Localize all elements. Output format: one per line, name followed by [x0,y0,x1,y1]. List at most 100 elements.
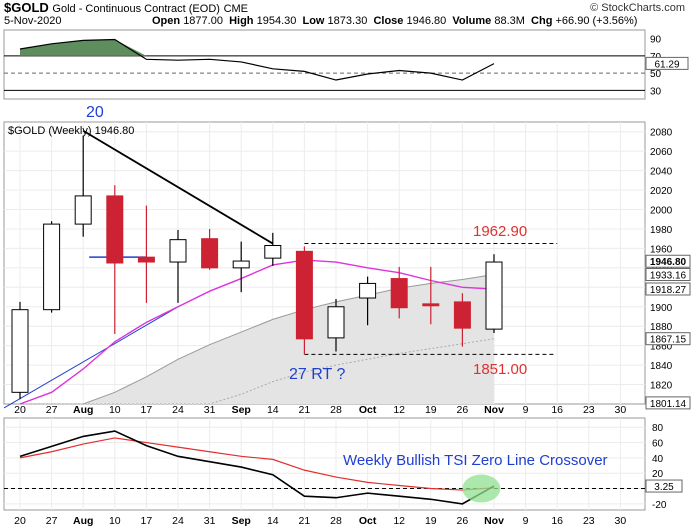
tsi-y-tick: 80 [652,423,664,434]
price-label-box [645,268,691,282]
volume-label: Volume [452,15,492,27]
low-value: 1873.30 [327,15,368,27]
price-y-tick: 1840 [650,361,673,372]
candle-body [390,278,408,309]
price-y-tick: 1900 [650,303,673,314]
x-tick-label-price: 16 [551,404,563,416]
price-label: 1801.14 [650,399,687,410]
price-label: 1918.27 [650,285,687,296]
ind-y-tick: 30 [650,86,662,97]
tsi-annotation: Weekly Bullish TSI Zero Line Crossover [343,452,608,469]
x-tick-label-tsi: 14 [267,515,279,527]
ind-current-label: 61.29 [654,59,679,70]
candle-body [422,303,440,307]
x-tick-label-price: Nov [484,404,504,416]
candle-body [137,256,155,263]
panel-frame-tsi [3,417,646,511]
price-y-tick: 1880 [650,322,673,333]
price-y-tick: 2060 [650,147,673,158]
x-tick-label-price: Aug [73,404,93,416]
x-tick-label-price: 19 [425,404,437,416]
price-label-box [645,332,691,346]
date: 5-Nov-2020 [4,15,62,27]
tsi-line [19,430,495,505]
candle-body [453,301,471,329]
x-tick-label-tsi: Oct [359,515,377,527]
x-tick-label-tsi: 27 [46,515,58,527]
x-tick-label-price: Sep [232,404,251,416]
price-y-tick: 1860 [650,342,673,353]
candle-body [106,195,124,264]
x-tick-label-price: 27 [46,404,58,416]
x-tick-label-price: Oct [359,404,377,416]
x-tick-label-price: 21 [299,404,311,416]
ohlc-summary: Open 1877.00 High 1954.30 Low 1873.30 Cl… [152,15,637,27]
open-value: 1877.00 [183,15,223,27]
x-tick-label-price: 9 [523,404,529,416]
chg-value: +66.90 (+3.56%) [555,15,638,27]
instrument-name: Gold - Continuous Contract (EOD) [52,3,220,15]
candle-body [485,261,503,330]
price-label-box [645,282,691,296]
price-label: 1867.15 [650,335,687,346]
x-tick-label-tsi: 28 [330,515,342,527]
chart-header-row2: 5-Nov-2020 Open 1877.00 High 1954.30 Low… [4,15,687,27]
price-y-tick: 1960 [650,244,673,255]
candle-body [264,244,282,259]
tsi-current-label-box [645,479,683,493]
short-ema-line [19,259,495,405]
x-tick-label-tsi: Nov [484,515,504,527]
x-tick-label-tsi: 12 [393,515,405,527]
candle-body [359,282,377,299]
ind-y-tick: 50 [650,69,662,80]
price-y-tick: 1820 [650,381,673,392]
x-tick-label-tsi: 23 [583,515,595,527]
close-value: 1946.80 [406,15,447,27]
price-panel-title: $GOLD (Weekly) 1946.80 [8,125,134,137]
x-tick-label-price: 31 [204,404,216,416]
candle-body [74,195,92,225]
long-ma-line [20,274,495,405]
low-label: Low [302,15,325,27]
tsi-signal-line [19,437,495,491]
ind-overbought-area [20,39,147,56]
long-ma-area [20,274,494,404]
annotation-support-value: 1851.00 [473,361,527,378]
x-tick-label-tsi: 24 [172,515,184,527]
tsi-y-tick: -20 [652,500,667,511]
x-tick-label-price: 23 [583,404,595,416]
x-tick-label-price: 24 [172,404,184,416]
price-label: 1933.16 [650,271,687,282]
watermark: © StockCharts.com [590,2,685,14]
high-value: 1954.30 [256,15,297,27]
annotation-20: 20 [86,104,104,121]
price-y-tick: 2040 [650,167,673,178]
annotation-rt: 27 RT ? [289,366,345,383]
high-label: High [229,15,254,27]
symbol: $GOLD [4,0,49,15]
x-tick-label-price: 26 [457,404,469,416]
x-tick-label-tsi: 21 [299,515,311,527]
close-label: Close [373,15,404,27]
tsi-y-tick: 20 [652,469,664,480]
x-tick-label-price: 12 [393,404,405,416]
price-y-tick: 2080 [650,128,673,139]
x-tick-label-tsi: 17 [141,515,153,527]
tsi-current-label: 3.25 [654,482,674,493]
x-tick-label-tsi: 10 [109,515,121,527]
candle-body [201,238,219,269]
x-tick-label-tsi: Aug [73,515,93,527]
candle-body [43,223,61,311]
price-y-tick: 2000 [650,206,673,217]
x-tick-label-tsi: 16 [551,515,563,527]
x-tick-label-price: 14 [267,404,279,416]
x-tick-label-tsi: 19 [425,515,437,527]
ind-y-tick: 90 [650,35,662,46]
ind-line [19,38,495,81]
x-tick-label-tsi: 31 [204,515,216,527]
annotation-resistance-value: 1962.90 [473,223,527,240]
x-tick-label-price: 30 [615,404,627,416]
ind-current-label-box [645,56,689,70]
candle-body [169,239,187,263]
price-y-tick: 1980 [650,225,673,236]
